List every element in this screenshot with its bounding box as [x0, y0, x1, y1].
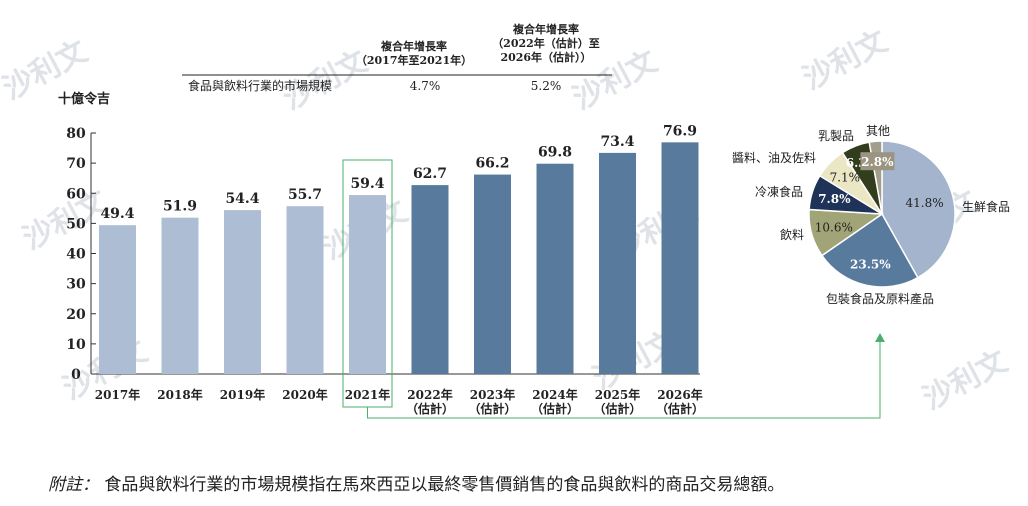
watermark-text: 沙利文	[917, 344, 1013, 417]
footnote: 附註： 食品與飲料行業的市場規模指在馬來西亞以最終零售價銷售的食品與飲料的商品交…	[48, 470, 784, 495]
bar	[661, 142, 699, 374]
x-tick-line: 2026年	[657, 387, 702, 402]
x-tick-line: 2025年	[595, 387, 640, 402]
pie-category-label: 飲料	[780, 227, 804, 242]
x-tick-label: 2026年（估計）	[656, 387, 704, 416]
y-axis-unit-label: 十億令吉	[58, 91, 110, 107]
y-axis-ticks: 0 10 20 30 40 50 60 70 80	[66, 126, 96, 383]
x-axis-tick-labels: 2017年 2018年 2019年 2020年 2021年 2022年（估計）2023年（…	[95, 387, 704, 416]
x-tick-line: 2018年	[157, 387, 202, 402]
x-tick-line: 2017年	[95, 387, 140, 402]
cagr-table: 複合年增長率（2017年至2021年） 複合年增長率（2022年（估計）至 202…	[182, 22, 612, 93]
x-tick-label: 2024年（估計）	[531, 387, 579, 416]
pie-slices	[808, 140, 956, 288]
pie-category-label: 乳製品	[818, 129, 854, 143]
x-tick-label: 2019年	[220, 387, 265, 402]
bar-value-label: 55.7	[288, 187, 322, 203]
x-tick-label: 2017年	[95, 387, 140, 402]
pie-category-label: 冷凍食品	[755, 184, 803, 199]
bar	[599, 152, 636, 374]
y-tick-label: 30	[66, 277, 86, 293]
pie-percent-labels: 41.8%23.5%10.6%7.8%7.1%6.3%2.8%	[815, 152, 944, 272]
x-tick-label: 2025年（估計）	[593, 387, 641, 416]
x-tick-label: 2022年（估計）	[406, 387, 454, 416]
pie-percent-label: 7.1%	[830, 171, 861, 185]
watermark-text: 沙利文	[797, 24, 893, 97]
pie-percent-label: 2.8%	[861, 155, 894, 169]
pie-other-label-box	[860, 152, 895, 171]
highlight-connector-arrow-line	[367, 340, 881, 419]
x-tick-line: （估計）	[593, 401, 641, 416]
footnote-text: 食品與飲料行業的市場規模指在馬來西亞以最終零售價銷售的食品與飲料的商品交易總額。	[104, 475, 785, 495]
x-tick-line: 2019年	[220, 387, 265, 402]
y-tick-label: 50	[66, 216, 86, 232]
cagr-header-line: 複合年增長率	[512, 22, 579, 36]
cagr-header-2017-2021: 複合年增長率（2017年至2021年）	[356, 39, 472, 67]
bar-value-label: 59.4	[350, 176, 384, 192]
pie-percent-label: 23.5%	[850, 258, 891, 272]
x-tick-line: 2022年	[407, 387, 452, 402]
cagr-header-line: （2022年（估計）至	[492, 36, 600, 50]
bar	[99, 225, 136, 374]
market-size-bar-chart: 十億令吉 0 10 20 30 40 50 60 70 80 49.4 51.9 54.4 55.7 5…	[58, 91, 885, 419]
x-tick-label: 2018年	[157, 387, 202, 402]
bar	[536, 163, 574, 374]
bar-value-label: 66.2	[475, 156, 509, 172]
bar	[474, 174, 511, 374]
x-tick-line: 2021年	[345, 387, 390, 402]
cagr-value-2022-2026: 5.2%	[531, 79, 562, 93]
bar-value-label: 51.9	[163, 199, 197, 215]
x-tick-label: 2020年	[282, 387, 327, 402]
x-tick-label: 2023年（估計）	[468, 387, 516, 416]
pie-category-label: 生鮮食品	[962, 199, 1010, 214]
bar-value-label: 76.9	[663, 123, 697, 139]
y-tick-label: 20	[66, 307, 86, 323]
pie-category-label: 包裝食品及原料產品	[826, 291, 934, 306]
pie-percent-label: 10.6%	[815, 220, 853, 234]
x-tick-line: （估計）	[468, 401, 516, 416]
x-tick-line: （估計）	[656, 401, 704, 416]
pie-category-label: 其他	[866, 124, 890, 138]
bar-value-label: 54.4	[225, 191, 259, 207]
pie-percent-label: 7.8%	[818, 192, 851, 206]
y-tick-label: 60	[66, 186, 86, 202]
y-tick-label: 40	[66, 247, 86, 263]
bar-value-label: 62.7	[413, 166, 447, 182]
x-tick-line: 2020年	[282, 387, 327, 402]
category-breakdown-pie-chart: 41.8%23.5%10.6%7.8%7.1%6.3%2.8% 生鮮食品包裝食品…	[732, 124, 1010, 306]
cagr-row-label: 食品與飲料行業的市場規模	[188, 78, 332, 93]
pie-percent-label: 41.8%	[906, 196, 944, 210]
cagr-header-line: 2026年（估計））	[500, 50, 591, 64]
x-tick-line: 2023年	[470, 387, 515, 402]
x-tick-label: 2021年	[345, 387, 390, 402]
bar-value-label: 73.4	[600, 134, 634, 150]
x-tick-line: （估計）	[406, 401, 454, 416]
cagr-value-2017-2021: 4.7%	[410, 79, 441, 93]
y-tick-label: 80	[66, 126, 86, 142]
pie-category-label: 醬料、油及佐料	[732, 150, 816, 165]
bar-value-label: 49.4	[100, 206, 134, 222]
bar	[161, 217, 199, 374]
bar-value-labels: 49.4 51.9 54.4 55.7 59.4 62.7 66.2 69.8 73.4 76.9	[100, 123, 697, 222]
bar	[411, 185, 449, 374]
bar-value-label: 69.8	[538, 145, 572, 161]
bar	[224, 210, 261, 374]
pie-slice	[881, 140, 956, 279]
bar	[349, 195, 386, 374]
cagr-header-line: （2017年至2021年）	[356, 53, 472, 67]
cagr-header-line: 複合年增長率	[380, 39, 447, 53]
bar	[286, 206, 324, 374]
footnote-label: 附註：	[48, 475, 99, 495]
bar-series	[99, 142, 699, 374]
cagr-header-2022-2026: 複合年增長率（2022年（估計）至 2026年（估計））	[492, 22, 600, 64]
connector-arrowhead	[875, 333, 885, 342]
x-tick-line: 2024年	[532, 387, 577, 402]
x-tick-line: （估計）	[531, 401, 579, 416]
y-tick-label: 0	[71, 367, 81, 383]
pie-slice	[820, 212, 919, 288]
y-tick-label: 70	[66, 156, 86, 172]
y-tick-label: 10	[66, 337, 86, 353]
